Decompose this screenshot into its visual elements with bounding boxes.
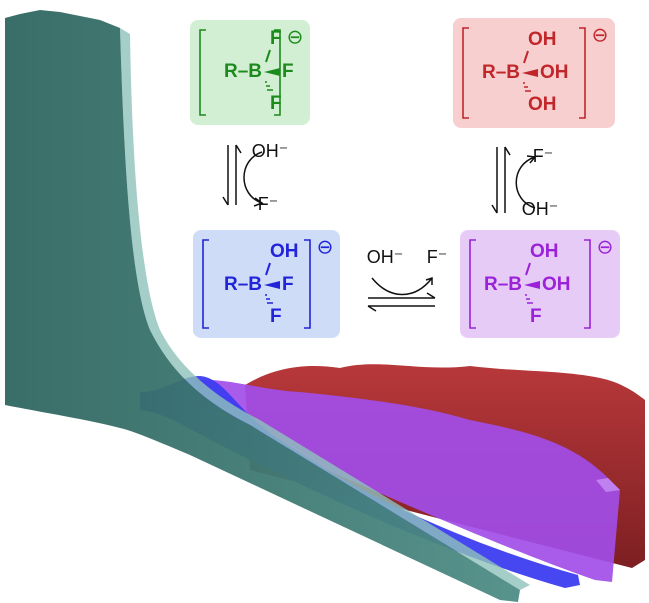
substituent-top: OH bbox=[530, 241, 559, 262]
center: R–B bbox=[484, 274, 522, 295]
substituent-top: F bbox=[270, 28, 282, 49]
substituent-right: OH bbox=[540, 62, 569, 83]
reagent-in: OH⁻ bbox=[252, 141, 289, 161]
substituent-right: OH bbox=[542, 274, 571, 295]
center: R–B bbox=[224, 274, 262, 295]
figure: ⊖R–BFFF⊖R–BOHOHOH⊖R–BOHFF⊖R–BOHOHFOH⁻F⁻F… bbox=[0, 0, 649, 603]
reagent-out: OH⁻ bbox=[522, 199, 559, 219]
charge: ⊖ bbox=[287, 26, 304, 48]
substituent-bottom: OH bbox=[528, 94, 557, 115]
chemistry: ⊖R–BFFF⊖R–BOHOHOH⊖R–BOHFF⊖R–BOHOHFOH⁻F⁻F… bbox=[190, 18, 620, 338]
reagent-in: OH⁻ bbox=[367, 247, 404, 267]
curved-arrow bbox=[372, 278, 432, 295]
center: R–B bbox=[224, 61, 262, 82]
equilibrium-arrows bbox=[223, 145, 241, 205]
reagent-out: F⁻ bbox=[427, 247, 448, 267]
substituent-top: OH bbox=[528, 29, 557, 50]
charge: ⊖ bbox=[597, 236, 614, 258]
equilibrium-arrows bbox=[492, 147, 510, 213]
reagent-in: F⁻ bbox=[533, 146, 554, 166]
substituent-right: F bbox=[282, 274, 294, 295]
substituent-bottom: F bbox=[270, 93, 282, 114]
substituent-bottom: F bbox=[530, 306, 542, 327]
substituent-top: OH bbox=[270, 241, 299, 262]
equilibrium-arrows bbox=[368, 293, 435, 311]
center: R–B bbox=[482, 62, 520, 83]
substituent-right: F bbox=[282, 61, 294, 82]
reagent-out: F⁻ bbox=[258, 194, 279, 214]
charge: ⊖ bbox=[317, 236, 334, 258]
charge: ⊖ bbox=[592, 24, 609, 46]
substituent-bottom: F bbox=[270, 306, 282, 327]
